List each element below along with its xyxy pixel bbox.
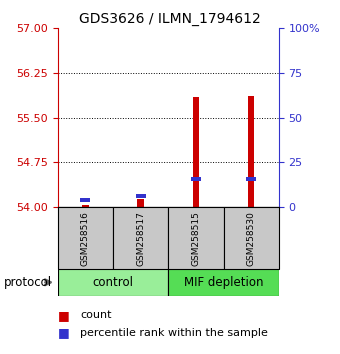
Text: protocol: protocol: [3, 276, 52, 289]
Bar: [168, 269, 279, 296]
Bar: [168, 207, 224, 269]
Bar: [82, 205, 89, 207]
Text: ■: ■: [58, 326, 70, 339]
Text: GDS3626 / ILMN_1794612: GDS3626 / ILMN_1794612: [79, 12, 261, 27]
Text: percentile rank within the sample: percentile rank within the sample: [80, 328, 268, 338]
Text: GSM258516: GSM258516: [81, 211, 90, 266]
Bar: [113, 207, 168, 269]
Text: GSM258517: GSM258517: [136, 211, 145, 266]
Bar: [136, 194, 146, 198]
Bar: [248, 96, 254, 207]
Text: count: count: [80, 310, 112, 320]
Text: control: control: [92, 276, 134, 289]
Text: ■: ■: [58, 309, 70, 321]
Text: MIF depletion: MIF depletion: [184, 276, 263, 289]
Bar: [192, 97, 199, 207]
Bar: [246, 177, 256, 182]
Bar: [58, 269, 168, 296]
Bar: [81, 198, 90, 202]
Bar: [58, 207, 113, 269]
Text: GSM258530: GSM258530: [247, 211, 256, 266]
Text: GSM258515: GSM258515: [191, 211, 200, 266]
Bar: [224, 207, 279, 269]
Bar: [137, 199, 144, 207]
Bar: [191, 177, 201, 182]
